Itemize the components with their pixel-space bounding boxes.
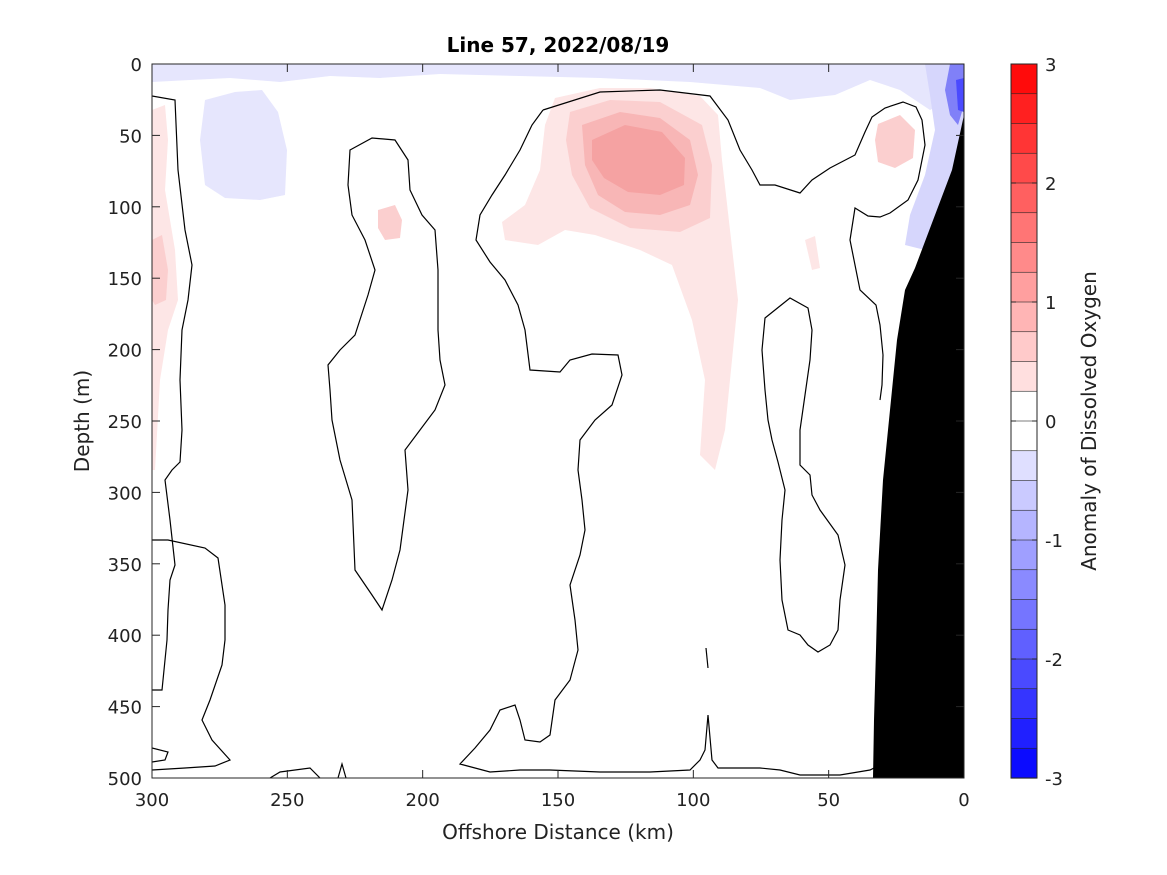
colorbar-cell (1010, 599, 1038, 630)
y-tick-label: 300 (108, 483, 142, 504)
y-tick-marks (152, 63, 964, 779)
colorbar-cell (1010, 242, 1038, 273)
x-axis: 300 250 200 150 100 50 0 Offshore Distan… (135, 790, 970, 844)
x-tick-label: 50 (817, 790, 840, 811)
colorbar-cell (1010, 271, 1038, 303)
colorbar-cell (1010, 718, 1038, 749)
colorbar-cell (1010, 212, 1038, 244)
colorbar-cell (1010, 747, 1038, 779)
colorbar-label: Anomaly of Dissolved Oxygen (1077, 271, 1101, 571)
y-tick-label: 250 (108, 412, 142, 433)
chart-title: Line 57, 2022/08/19 (447, 33, 670, 57)
colorbar-cell (1010, 123, 1038, 154)
x-tick-label: 250 (270, 790, 304, 811)
x-tick-marks (151, 64, 965, 778)
colorbar-tick-label: -3 (1045, 769, 1063, 790)
colorbar-cell (1010, 63, 1038, 95)
colorbar-tick-label: -1 (1045, 531, 1063, 552)
contour-line (152, 95, 193, 691)
anomaly-field (152, 64, 964, 778)
colorbar-cell (1010, 658, 1038, 690)
positive-anomaly-region-midline (378, 205, 402, 240)
y-axis: 0 50 100 150 200 250 300 350 400 450 500… (70, 55, 142, 790)
plot-area (151, 63, 965, 779)
colorbar-cell (1010, 182, 1038, 214)
y-tick-label: 150 (108, 269, 142, 290)
x-tick-label: 300 (135, 790, 169, 811)
x-tick-label: 100 (676, 790, 710, 811)
colorbar-cell (1010, 688, 1038, 720)
colorbar-cell (1010, 420, 1038, 452)
colorbar-cell (1010, 450, 1038, 482)
x-tick-label: 200 (406, 790, 440, 811)
colorbar-tick-label: 1 (1045, 293, 1056, 314)
contour-line (458, 109, 881, 776)
colorbar-cell (1010, 539, 1038, 571)
colorbar-cell (1010, 301, 1038, 333)
zero-contours (152, 89, 926, 778)
colorbar-cell (1010, 628, 1038, 660)
x-tick-label: 150 (541, 790, 575, 811)
y-axis-label: Depth (m) (70, 370, 94, 472)
negative-anomaly-peak-coastal (956, 78, 964, 112)
colorbar-cell (1010, 390, 1038, 422)
y-tick-label: 0 (131, 55, 142, 76)
colorbar-tick-label: 2 (1045, 174, 1056, 195)
y-tick-label: 100 (108, 198, 142, 219)
colorbar-tick-label: 0 (1045, 412, 1056, 433)
colorbar-tick-label: -2 (1045, 650, 1063, 671)
negative-anomaly-region-offshore (200, 90, 287, 200)
colorbar-cell (1010, 152, 1038, 184)
positive-anomaly-core-edge (152, 235, 168, 305)
colorbar-cell (1010, 361, 1038, 392)
positive-anomaly-core (592, 125, 685, 195)
colorbar-cell (1010, 569, 1038, 601)
y-tick-label: 450 (108, 698, 142, 719)
seafloor-bathymetry (873, 115, 964, 778)
contour-line (761, 297, 846, 653)
colorbar-cell (1010, 93, 1038, 125)
colorbar-cell (1010, 480, 1038, 511)
negative-anomaly-region-surface (152, 64, 964, 110)
positive-anomaly-region-nearshore (875, 115, 915, 168)
contour-line (542, 89, 926, 401)
y-tick-label: 500 (108, 769, 142, 790)
contour-line (327, 137, 446, 612)
contour-line (269, 767, 321, 778)
positive-anomaly-region-shelfbreak (805, 236, 820, 270)
colorbar-tick-label: 3 (1045, 55, 1056, 76)
colorbar-cell (1010, 331, 1038, 363)
colorbar-cells (1010, 63, 1038, 779)
colorbar-tick-marks (1011, 63, 1037, 779)
y-tick-label: 200 (108, 341, 142, 362)
y-tick-label: 50 (119, 126, 142, 147)
y-tick-label: 350 (108, 555, 142, 576)
contour-line (152, 539, 232, 771)
x-tick-label: 0 (958, 790, 969, 811)
colorbar-cell (1010, 509, 1038, 541)
colorbar: 3 2 1 0 -1 -2 -3 Anomaly of Dissolved Ox… (1010, 55, 1101, 790)
y-tick-label: 400 (108, 626, 142, 647)
x-axis-label: Offshore Distance (km) (442, 820, 674, 844)
contour-line (705, 647, 709, 669)
contour-line (152, 747, 169, 763)
contour-line (337, 761, 347, 778)
